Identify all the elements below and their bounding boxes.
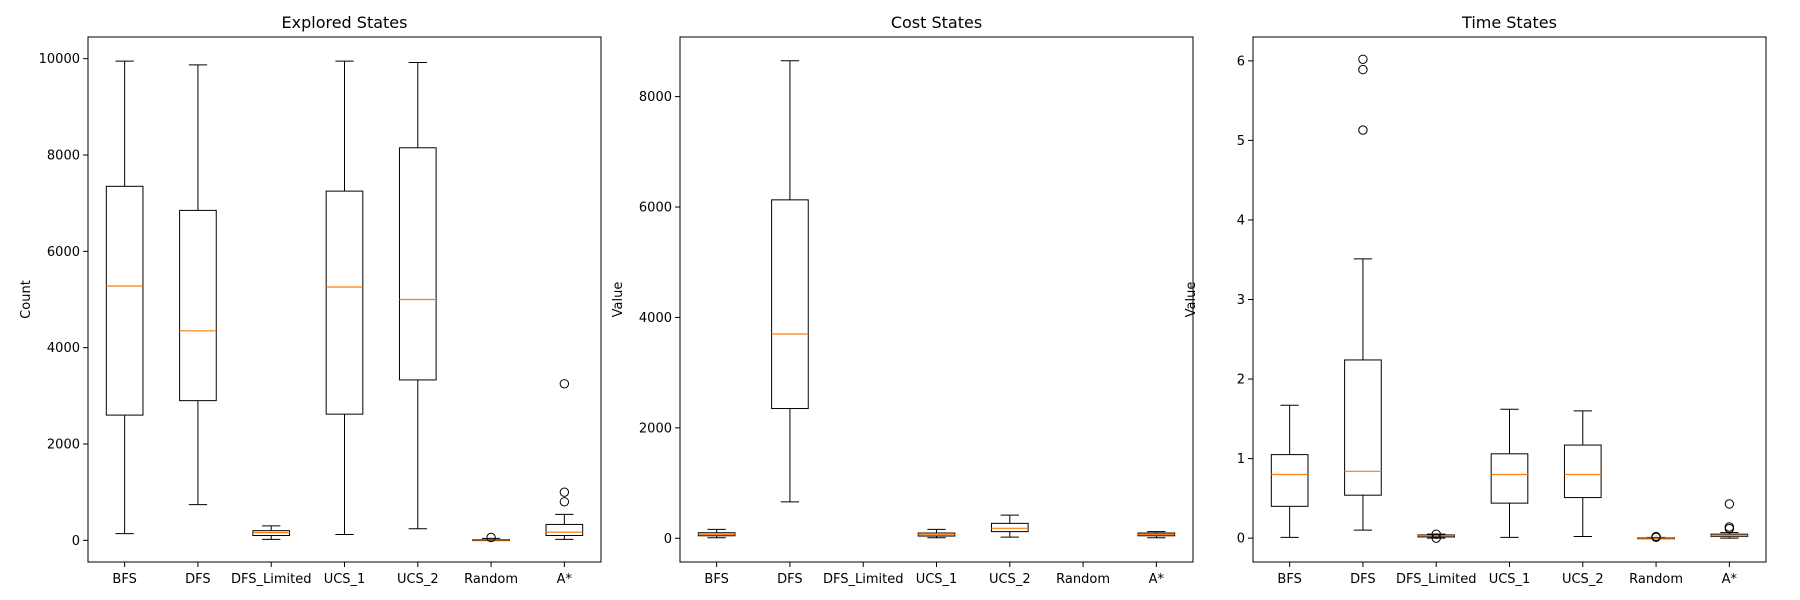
x-tick-label: UCS_2: [1562, 572, 1604, 587]
iqr-box: [771, 199, 809, 410]
box-plot: [105, 60, 144, 535]
chart-panel: Time States Value 0 1 2 3 4 5 6 BFS DFS DFS_Limited…: [1184, 13, 1767, 587]
outlier-point: [559, 487, 570, 497]
x-tick-label: UCS_1: [1489, 572, 1531, 587]
box-plot: [472, 532, 510, 543]
x-tick-label: UCS_2: [397, 572, 439, 587]
box-plot: [1710, 499, 1749, 539]
iqr-box: [1563, 444, 1602, 499]
y-tick-label: 6: [1237, 54, 1245, 69]
outlier-point: [1358, 54, 1368, 64]
iqr-box: [325, 190, 364, 415]
y-tick-label: 6000: [47, 245, 80, 260]
y-tick-label: 4: [1237, 213, 1245, 228]
box-plot: [1490, 408, 1529, 538]
outlier-point: [559, 497, 570, 507]
y-tick-label: 8000: [47, 149, 80, 164]
chart-panel: Cost States Value 0 2000 4000 6000 8000 BFS DFS D…: [611, 13, 1194, 587]
outlier-point: [1431, 529, 1441, 539]
x-tick-label: BFS: [1277, 572, 1301, 587]
x-tick-label: DFS_Limited: [1396, 572, 1477, 587]
chart-title: Cost States: [891, 13, 982, 32]
y-tick-label: 3: [1237, 293, 1245, 308]
outlier-point: [1358, 125, 1368, 135]
x-tick-label: Random: [1056, 572, 1110, 587]
iqr-box: [1344, 359, 1382, 496]
outlier-point: [1358, 64, 1368, 75]
box-plot: [398, 62, 437, 530]
x-tick-label: Random: [464, 572, 518, 587]
y-tick-label: 4000: [47, 341, 80, 356]
y-axis-label: Value: [611, 282, 626, 318]
iqr-box: [1270, 454, 1309, 507]
y-tick-label: 0: [1237, 532, 1245, 547]
x-tick-label: DFS_Limited: [231, 572, 312, 587]
y-tick-label: 0: [72, 534, 80, 549]
x-tick-label: UCS_1: [324, 572, 366, 587]
iqr-box: [990, 522, 1029, 533]
box-plot: [1344, 54, 1382, 531]
axes-frame: [679, 36, 1194, 563]
y-tick-label: 8000: [639, 90, 672, 105]
box-plot: [1137, 531, 1176, 539]
chart-panel: Explored States Count 0 2000 4000 6000 8000 100…: [19, 13, 602, 587]
axes-frame: [1252, 36, 1767, 563]
y-tick-label: 5: [1237, 134, 1245, 149]
y-axis-label: Value: [1184, 282, 1199, 318]
box-plot: [325, 60, 364, 536]
outlier-point: [1431, 533, 1441, 543]
chart-title: Time States: [1461, 13, 1557, 32]
iqr-box: [545, 523, 584, 537]
x-tick-label: UCS_2: [989, 572, 1031, 587]
box-plot: [1637, 531, 1675, 543]
y-tick-label: 0: [664, 532, 672, 547]
iqr-box: [1490, 453, 1529, 504]
y-tick-label: 2000: [47, 437, 80, 452]
x-tick-label: DFS: [1350, 572, 1376, 587]
box-plot: [990, 514, 1029, 538]
box-plot: [179, 64, 217, 506]
box-plot: [252, 525, 291, 540]
y-tick-label: 2: [1237, 373, 1245, 388]
box-plot: [1270, 404, 1309, 538]
y-tick-label: 4000: [639, 311, 672, 326]
x-tick-label: DFS: [185, 572, 211, 587]
iqr-box: [398, 147, 437, 381]
x-tick-label: A*: [1149, 572, 1165, 587]
box-plot: [917, 528, 956, 539]
x-tick-label: BFS: [112, 572, 136, 587]
x-tick-label: DFS_Limited: [823, 572, 904, 587]
y-tick-label: 10000: [39, 52, 80, 67]
box-plot: [771, 60, 809, 503]
iqr-box: [179, 209, 217, 402]
y-tick-label: 6000: [639, 201, 672, 216]
x-tick-label: A*: [557, 572, 573, 587]
y-tick-label: 1: [1237, 452, 1245, 467]
box-plot: [697, 528, 736, 539]
x-tick-label: Random: [1629, 572, 1683, 587]
outlier-point: [1724, 522, 1735, 532]
outlier-point: [1651, 531, 1661, 542]
chart-title: Explored States: [282, 13, 408, 32]
x-tick-label: BFS: [704, 572, 728, 587]
outlier-point: [559, 379, 570, 389]
box-plot: [1417, 529, 1456, 543]
outlier-point: [1724, 499, 1735, 509]
box-plot: [1563, 410, 1602, 538]
box-plot: [545, 379, 584, 540]
iqr-box: [105, 185, 144, 416]
y-tick-label: 2000: [639, 421, 672, 436]
x-tick-label: UCS_1: [916, 572, 958, 587]
y-axis-label: Count: [19, 280, 34, 319]
x-tick-label: A*: [1722, 572, 1738, 587]
outlier-point: [486, 532, 496, 543]
x-tick-label: DFS: [777, 572, 803, 587]
